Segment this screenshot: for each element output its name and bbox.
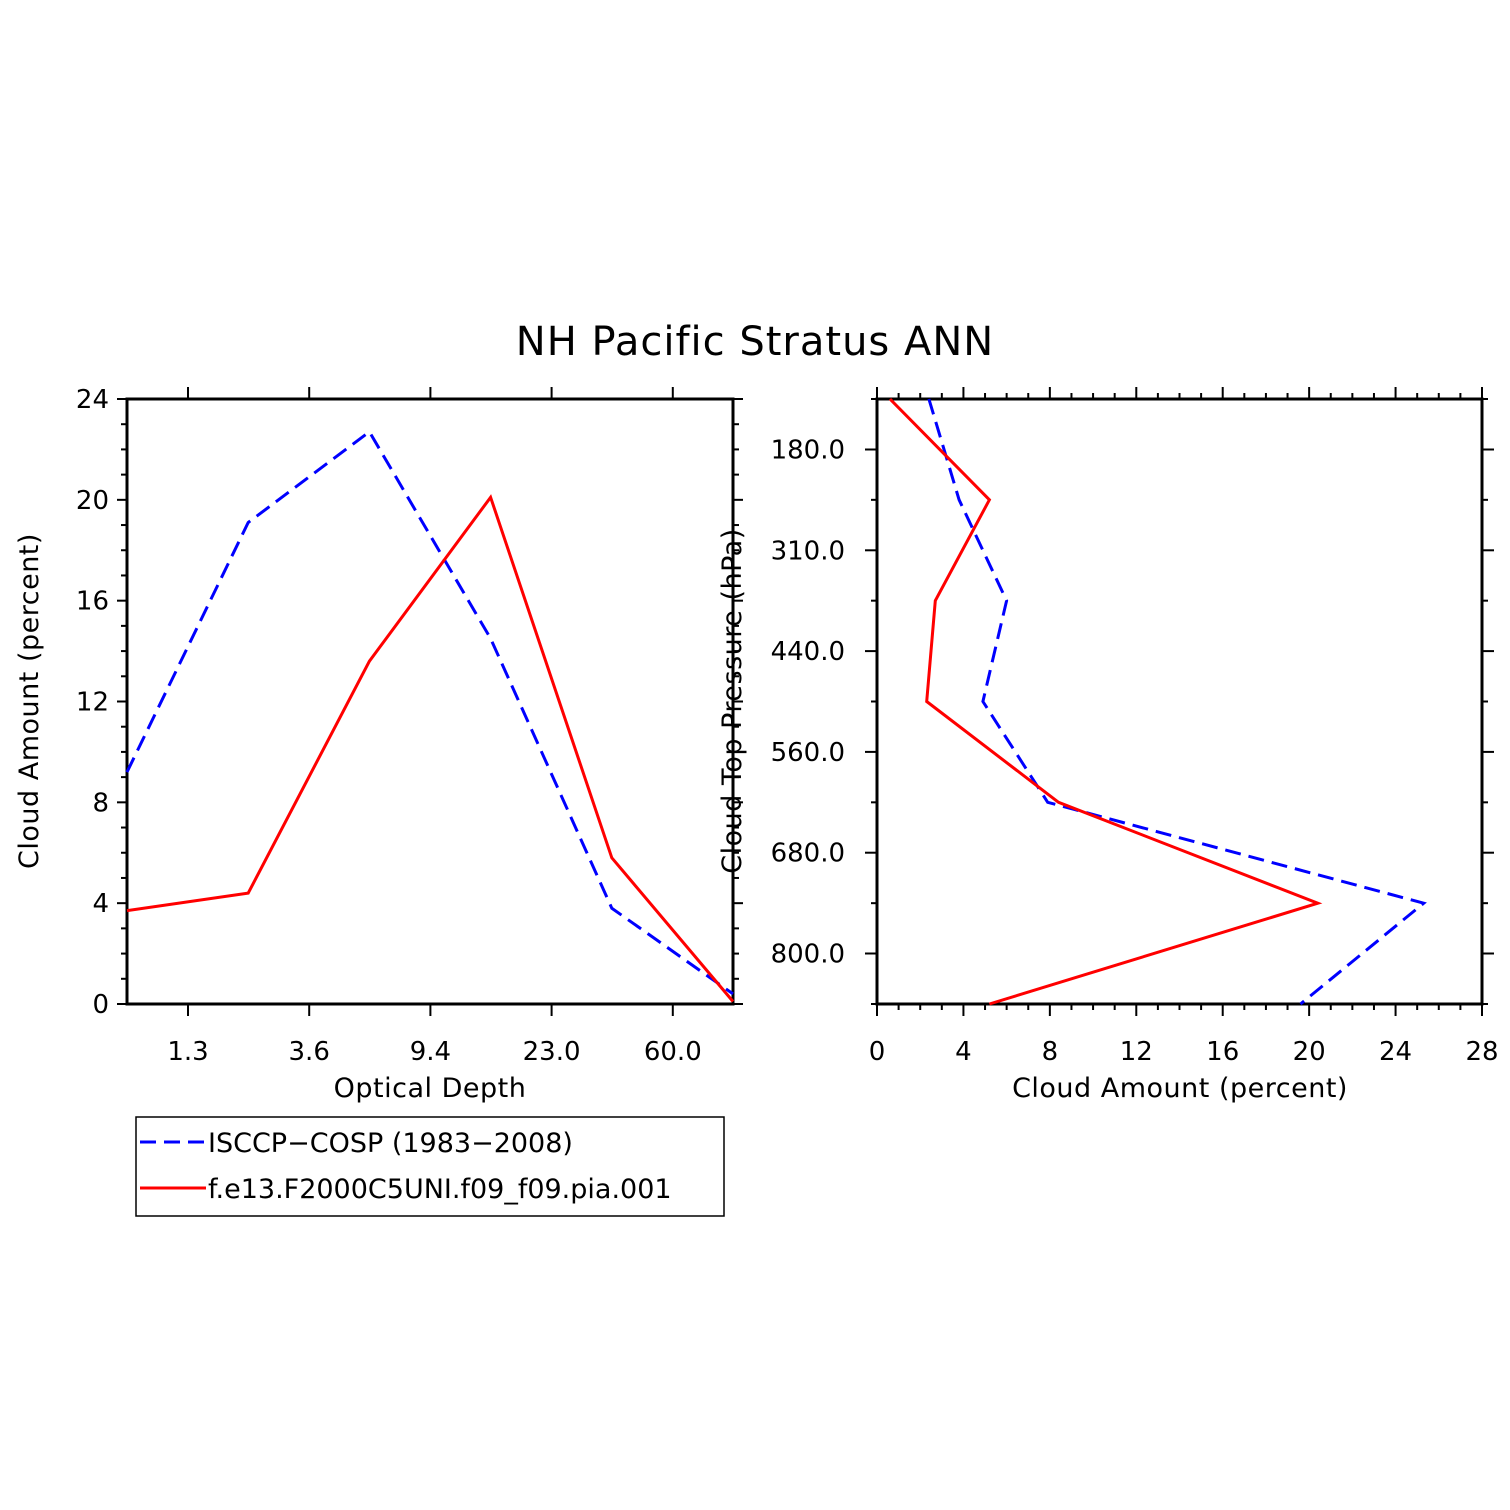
left-y-tick-label: 12 <box>76 688 109 718</box>
right-x-tick-label: 28 <box>1465 1037 1498 1067</box>
right-y-axis-label: Cloud Top Pressure (hPa) <box>717 528 748 874</box>
optical-depth-panel: 0 4 8 12 16 20 24 1.3 3.6 9.4 23.0 60.0 Optical Dept… <box>14 385 743 1104</box>
right-y-tick-label: 440.0 <box>771 637 845 667</box>
left-y-tick-label: 24 <box>76 385 109 415</box>
right-series-obs <box>927 398 1427 1006</box>
left-y-axis-label: Cloud Amount (percent) <box>14 533 45 869</box>
left-y-tick-label: 4 <box>92 889 109 919</box>
right-y-tick-label: 180.0 <box>771 436 845 466</box>
right-x-tick-label: 24 <box>1379 1037 1412 1067</box>
left-y-tick-label: 16 <box>76 587 109 617</box>
right-y-tick-label: 680.0 <box>771 839 845 869</box>
left-x-tick-label: 9.4 <box>410 1037 451 1067</box>
right-x-tick-label: 16 <box>1206 1037 1239 1067</box>
legend: ISCCP−COSP (1983−2008) f.e13.F2000C5UNI.… <box>135 1116 725 1217</box>
left-y-tick-label: 20 <box>76 486 109 516</box>
right-y-tick-label: 560.0 <box>771 738 845 768</box>
right-x-axis-label: Cloud Amount (percent) <box>1012 1073 1348 1104</box>
right-y-tick-label: 310.0 <box>771 536 845 566</box>
right-series-model <box>888 397 1323 1006</box>
right-plot-frame <box>875 397 1484 1006</box>
pressure-panel: 0 4 8 12 16 20 24 28 180.0 310.0 440.0 560.0 680.0 80… <box>717 387 1499 1104</box>
left-x-tick-label: 23.0 <box>523 1037 581 1067</box>
legend-label-obs: ISCCP−COSP (1983−2008) <box>208 1128 573 1159</box>
left-series-obs <box>125 429 734 996</box>
right-x-tick-label: 20 <box>1293 1037 1326 1067</box>
figure-title: NH Pacific Stratus ANN <box>516 319 994 365</box>
left-x-tick-label: 1.3 <box>167 1037 208 1067</box>
right-x-tick-label: 4 <box>955 1037 972 1067</box>
left-y-tick-label: 0 <box>92 990 109 1020</box>
right-x-tick-label: 8 <box>1042 1037 1059 1067</box>
legend-label-model: f.e13.F2000C5UNI.f09_f09.pia.001 <box>208 1174 672 1205</box>
right-x-tick-label: 0 <box>869 1037 886 1067</box>
left-plot-frame <box>125 397 735 1006</box>
right-y-tick-label: 800.0 <box>771 940 845 970</box>
left-y-tick-label: 8 <box>92 788 109 818</box>
legend-box <box>135 1116 725 1217</box>
left-x-tick-label: 3.6 <box>289 1037 330 1067</box>
left-series-model <box>126 494 735 1003</box>
left-x-axis-label: Optical Depth <box>334 1073 527 1104</box>
left-x-tick-label: 60.0 <box>644 1037 702 1067</box>
right-x-tick-label: 12 <box>1120 1037 1153 1067</box>
